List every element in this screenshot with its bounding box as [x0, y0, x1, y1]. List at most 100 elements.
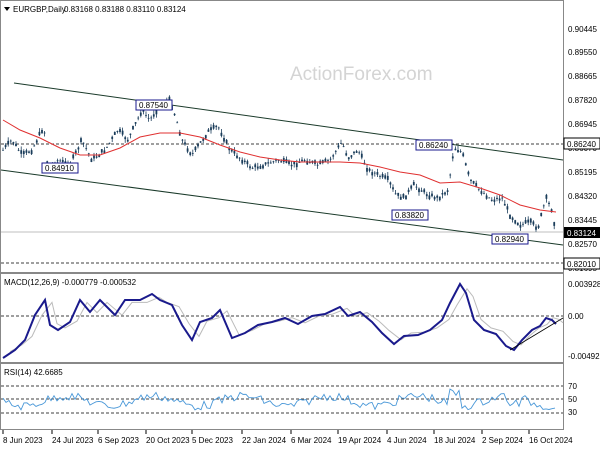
candle-body	[233, 150, 236, 154]
candle-body	[379, 176, 381, 177]
candle-body	[540, 212, 543, 216]
candle-body	[332, 155, 335, 157]
candle-body	[269, 162, 272, 164]
candle-body	[548, 202, 550, 204]
candle-body	[519, 224, 522, 228]
price-tick: 0.85195	[568, 168, 597, 177]
candle-body	[503, 203, 506, 206]
candle-body	[347, 157, 350, 160]
candle-body	[64, 161, 67, 164]
candle-body	[22, 151, 25, 155]
current-price-box	[564, 227, 600, 238]
candle-body	[275, 159, 277, 161]
candle-body	[337, 145, 340, 148]
date-label: 18 Jul 2024	[434, 436, 476, 445]
candle-body	[207, 129, 210, 132]
collapse-triangle-icon[interactable]	[4, 7, 10, 11]
candle-body	[129, 133, 132, 135]
candle-body	[501, 197, 504, 199]
candle-body	[121, 130, 124, 135]
candle-body	[139, 112, 142, 116]
candle-body	[277, 160, 280, 162]
candle-body	[553, 222, 556, 226]
candle-body	[2, 149, 4, 151]
candle-body	[124, 137, 127, 140]
candle-body	[254, 164, 257, 168]
candle-body	[410, 185, 413, 189]
candle-body	[301, 159, 303, 162]
candle-body	[441, 192, 444, 195]
candle-body	[477, 188, 480, 190]
candle-body	[4, 145, 7, 148]
candle-body	[220, 132, 223, 136]
candle-body	[20, 150, 23, 154]
channel-upper-line	[13, 82, 564, 161]
candle-body	[498, 198, 501, 201]
candle-body	[436, 195, 439, 198]
date-label: 4 Jun 2024	[387, 436, 427, 445]
candle-body	[204, 135, 207, 139]
candle-body	[194, 146, 197, 151]
candle-body	[545, 194, 548, 199]
candle-body	[350, 155, 353, 158]
candle-body	[509, 215, 511, 219]
price-tick: 0.89550	[568, 48, 597, 57]
candle-body	[423, 189, 426, 193]
june-low-annotation: 0.83820	[395, 211, 424, 220]
candle-body	[496, 197, 498, 199]
candle-body	[238, 157, 241, 159]
candle-body	[25, 150, 28, 153]
candle-body	[202, 138, 205, 141]
candle-body	[542, 205, 545, 207]
candle-body	[181, 139, 184, 141]
candle-body	[329, 158, 332, 160]
candle-body	[490, 199, 493, 201]
price-plot	[0, 82, 564, 264]
candle-body	[293, 161, 296, 165]
rsi-panel-frame	[0, 363, 564, 430]
candle-body	[223, 138, 225, 142]
candle-body	[306, 160, 309, 165]
candle-body	[532, 221, 535, 225]
candle-body	[428, 195, 431, 200]
candle-body	[324, 158, 327, 162]
july-high-annotation: 0.86240	[419, 141, 448, 150]
candle-body	[155, 110, 158, 115]
candle-body	[345, 153, 348, 156]
candle-body	[516, 222, 519, 226]
candle-body	[168, 96, 171, 101]
candle-body	[381, 174, 384, 178]
swing-high-annotation: 0.87540	[139, 101, 168, 110]
candle-body	[46, 161, 49, 163]
candle-body	[217, 127, 220, 129]
candle-body	[93, 155, 95, 159]
date-label: 20 Oct 2023	[146, 436, 190, 445]
candle-body	[15, 143, 17, 146]
time-axis: 8 Jun 2023 24 Jul 2023 6 Sep 2023 20 Oct…	[2, 430, 573, 445]
candle-body	[449, 174, 452, 176]
candle-body	[389, 182, 392, 185]
candle-body	[43, 132, 46, 134]
candle-body	[147, 117, 150, 119]
candle-body	[384, 175, 387, 179]
candle-body	[373, 172, 376, 174]
macd-panel-frame	[0, 273, 564, 363]
candle-body	[189, 152, 192, 155]
candle-body	[137, 117, 140, 119]
candle-body	[132, 125, 134, 130]
candle-body	[95, 156, 98, 158]
candle-body	[415, 186, 418, 188]
candle-body	[412, 182, 415, 186]
candle-body	[215, 125, 218, 128]
rsi-title: RSI(14) 42.6685	[4, 368, 63, 377]
candle-body	[212, 124, 215, 129]
candle-body	[259, 165, 262, 169]
current-price-label: 0.83124	[567, 229, 596, 238]
candle-body	[197, 144, 199, 147]
price-tick: 0.88665	[568, 72, 597, 81]
candle-body	[522, 223, 524, 225]
candle-body	[77, 147, 80, 150]
candle-body	[184, 142, 186, 145]
candle-body	[457, 150, 459, 153]
